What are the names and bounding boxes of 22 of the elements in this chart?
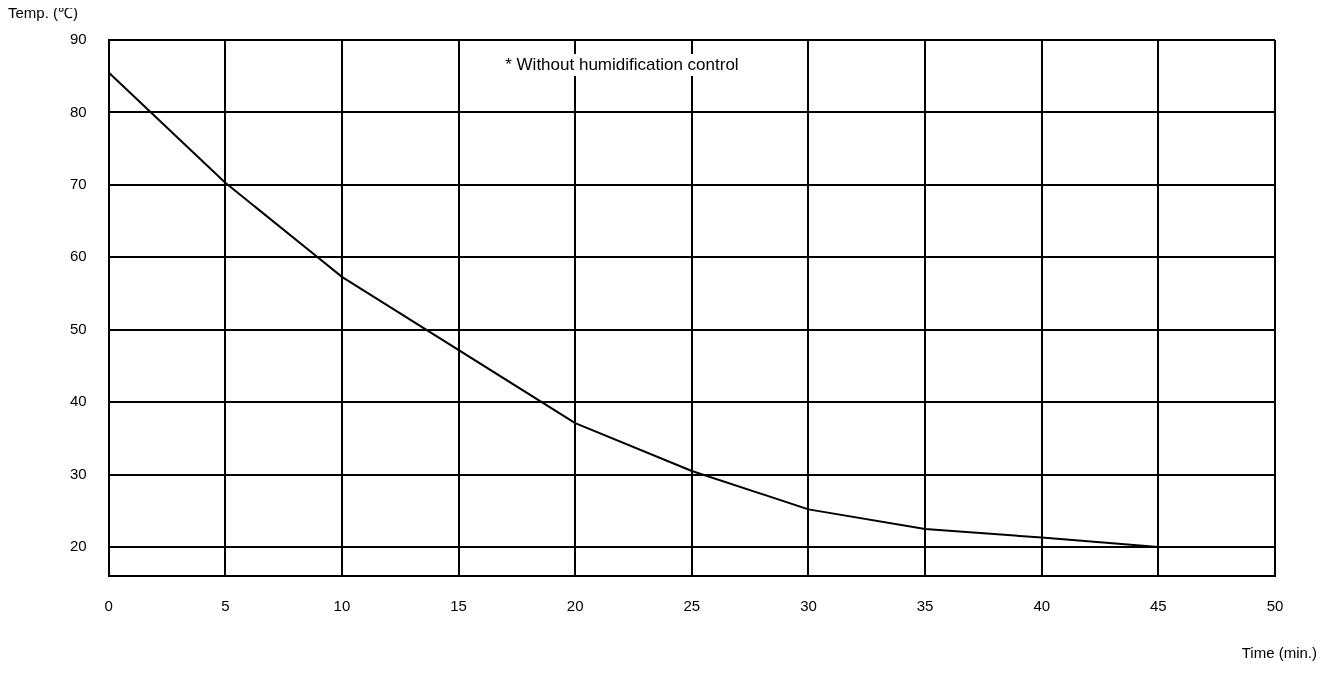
x-tick-label: 0 xyxy=(104,597,113,615)
x-tick-label: 30 xyxy=(800,597,817,615)
y-tick-label: 60 xyxy=(70,247,87,265)
annotation: * Without humidification control xyxy=(505,54,739,74)
x-tick-label: 35 xyxy=(916,597,934,615)
y-tick-label: 70 xyxy=(70,175,87,193)
y-tick-label: 80 xyxy=(70,102,87,120)
y-tick-label: 40 xyxy=(70,392,87,410)
y-tick-label: 20 xyxy=(70,537,87,555)
x-tick-label: 10 xyxy=(333,597,351,615)
y-tick-label: 90 xyxy=(70,30,87,48)
y-axis-title: Temp. (℃) xyxy=(8,4,79,22)
x-tick-label: 15 xyxy=(450,597,467,615)
x-tick-label: 5 xyxy=(221,597,230,615)
x-axis-title: Time (min.) xyxy=(1241,644,1317,662)
y-tick-label: 50 xyxy=(70,319,87,337)
x-tick-label: 45 xyxy=(1150,597,1167,615)
x-tick-label: 20 xyxy=(566,597,584,615)
y-tick-label: 30 xyxy=(70,464,87,482)
x-tick-label: 40 xyxy=(1033,597,1051,615)
x-tick-label: 50 xyxy=(1266,597,1284,615)
x-tick-label: 25 xyxy=(683,597,701,615)
